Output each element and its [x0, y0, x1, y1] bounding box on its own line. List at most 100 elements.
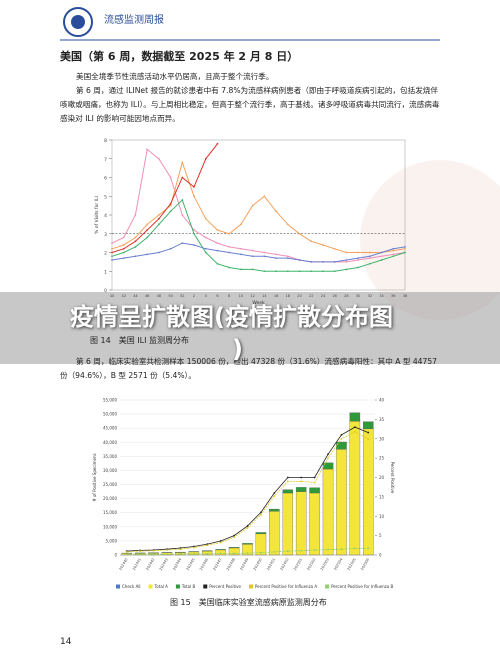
point — [367, 431, 370, 434]
legend-swatch — [175, 584, 180, 589]
point — [260, 513, 262, 516]
x-tick-label: 24 — [321, 294, 326, 298]
bar — [282, 492, 294, 556]
paragraph: 第 6 周，临床实验室共检测样本 150006 份，检出 47328 份（31.… — [60, 357, 437, 380]
point — [286, 476, 289, 479]
bar — [269, 508, 280, 512]
x-tick-label: 26 — [332, 294, 336, 298]
legend-swatch — [116, 584, 120, 589]
logo-inner — [71, 15, 85, 29]
x-tick-label: 40 — [110, 294, 114, 298]
y-tick-label: 25,000 — [103, 482, 117, 487]
point — [233, 552, 235, 555]
point — [111, 251, 113, 254]
point — [181, 199, 184, 201]
paragraph: 美国全境季节性流感活动水平仍居高，且高于整个流行季。 — [76, 72, 274, 81]
y-tick-label: 50,000 — [103, 412, 117, 417]
point — [122, 251, 125, 254]
point — [228, 266, 231, 269]
y2-tick-label: 5 — [379, 533, 382, 538]
point — [216, 142, 219, 145]
point — [357, 251, 360, 254]
legend-label: Check All — [122, 584, 141, 589]
y-tick-label: 2 — [104, 251, 107, 257]
point — [340, 437, 343, 440]
point — [286, 255, 289, 258]
bar — [269, 511, 280, 556]
x-tick-label: 202448 — [226, 558, 236, 572]
y-tick-label: 5 — [104, 194, 107, 200]
point — [166, 549, 168, 551]
point — [206, 552, 209, 555]
legend-swatch — [148, 584, 153, 589]
point — [313, 481, 316, 484]
y2-axis-label: Percent Positive — [390, 462, 395, 494]
x-axis-label: Week — [252, 300, 265, 306]
x-tick-label: 202503 — [320, 558, 330, 572]
point — [146, 253, 149, 256]
bar — [242, 543, 253, 545]
line — [111, 143, 218, 253]
caption: 图 15 美国临床实验室流感病原监测周分布 — [170, 598, 327, 607]
point — [368, 251, 371, 254]
x-tick-label: 22 — [309, 294, 313, 298]
point — [181, 161, 184, 164]
point — [275, 257, 277, 260]
point — [134, 236, 137, 239]
y2-tick-label: 10 — [379, 514, 385, 519]
y2-tick-label: 35 — [379, 417, 385, 422]
point — [392, 253, 395, 256]
point — [166, 553, 168, 556]
point — [345, 251, 348, 254]
x-tick-label: 48 — [157, 294, 161, 298]
y-tick-label: 3 — [104, 232, 107, 238]
bar — [282, 489, 294, 494]
point — [298, 270, 301, 273]
point — [228, 245, 231, 248]
x-tick-label: 202504 — [333, 557, 344, 571]
point — [111, 259, 113, 261]
point — [392, 247, 395, 250]
point — [169, 176, 172, 179]
legend-label: Total B — [181, 584, 196, 589]
y-tick-label: 30,000 — [103, 468, 117, 473]
point — [286, 257, 289, 260]
y-axis-label: # of Positive Specimens — [92, 453, 97, 501]
x-tick-label: 30 — [356, 294, 360, 298]
point — [275, 210, 277, 213]
point — [181, 176, 184, 179]
y-tick-label: 6 — [104, 176, 107, 182]
point — [146, 236, 149, 239]
bar — [349, 420, 361, 556]
point — [122, 236, 125, 239]
point — [273, 495, 276, 497]
point — [228, 232, 231, 235]
point — [251, 204, 254, 207]
point — [240, 247, 242, 250]
point — [273, 551, 276, 553]
x-tick-label: 20 — [297, 294, 301, 298]
y-tick-label: 7 — [104, 157, 107, 163]
y-tick-label: 10,000 — [103, 524, 117, 529]
caption: 图 14 美国 ILI 监测周分布 — [90, 336, 189, 345]
legend-label: Total A — [154, 584, 169, 589]
legend-label: Percent Positive — [209, 584, 241, 589]
point — [300, 480, 303, 483]
y-tick-label: 15,000 — [103, 510, 117, 515]
point — [139, 553, 142, 556]
point — [404, 247, 406, 250]
point — [134, 255, 137, 258]
point — [298, 232, 301, 235]
point — [134, 245, 137, 248]
legend-swatch — [325, 584, 330, 589]
x-tick-label: 34 — [379, 294, 384, 298]
point — [193, 244, 195, 246]
point — [286, 223, 289, 226]
point — [310, 270, 313, 273]
bar — [363, 428, 374, 556]
point — [251, 249, 254, 252]
point — [298, 259, 301, 261]
decor — [360, 160, 500, 320]
y-tick-label: 20,000 — [103, 496, 117, 501]
